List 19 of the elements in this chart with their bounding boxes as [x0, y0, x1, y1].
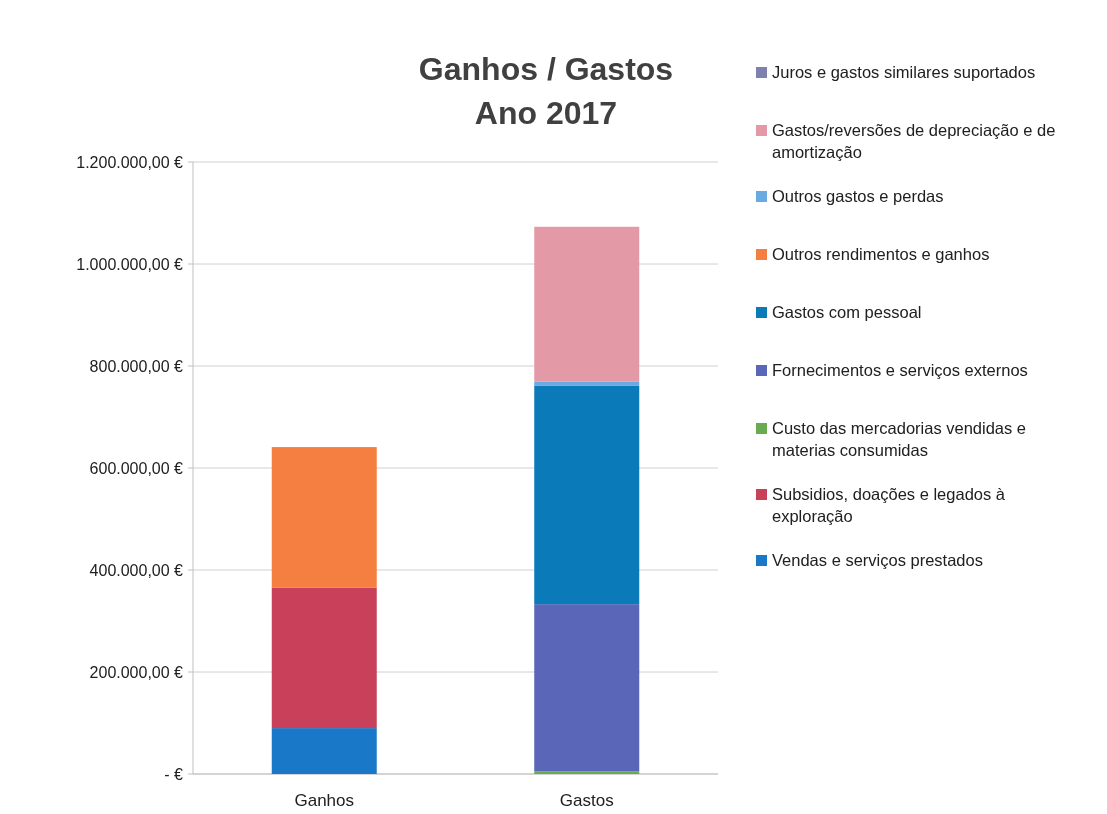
legend-label: Outros gastos e perdas [772, 187, 944, 205]
y-tick-label: 400.000,00 € [89, 561, 184, 579]
x-tick-label: Gastos [559, 791, 614, 810]
y-tick-label: 1.200.000,00 € [76, 153, 184, 171]
legend-label: Vendas e serviços prestados [772, 551, 983, 569]
legend-label: Gastos com pessoal [772, 303, 922, 321]
y-tick-label: 600.000,00 € [89, 459, 184, 477]
y-tick-label: 200.000,00 € [89, 663, 184, 681]
legend-label: Juros e gastos similares suportados [772, 63, 1036, 81]
legend-label: Outros rendimentos e ganhos [772, 245, 990, 263]
y-tick-label: 800.000,00 € [89, 357, 184, 375]
legend-label: Gastos/reversões de depreciação e de amortização [772, 121, 1056, 161]
chart-title: Ganhos / Gastos Ano 2017 [418, 51, 674, 131]
legend-label: Custo das mercadorias vendidas e materias consumidas [772, 419, 1027, 459]
y-tick-label: - € [164, 765, 184, 783]
y-tick-label: 1.000.000,00 € [76, 255, 184, 273]
x-tick-label: Ganhos [294, 791, 355, 810]
legend-label: Subsidios, doações e legados à exploração [772, 485, 1006, 525]
legend-label: Fornecimentos e serviços externos [772, 361, 1028, 379]
